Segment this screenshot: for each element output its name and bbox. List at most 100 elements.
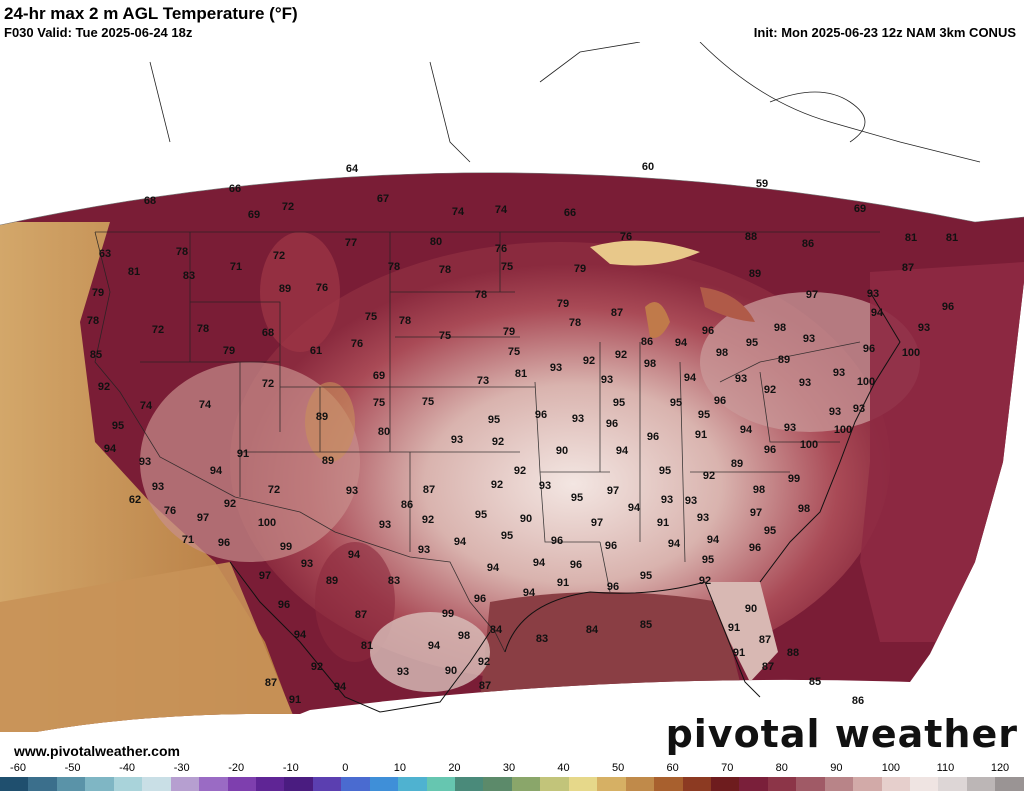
temperature-label: 93 xyxy=(829,406,841,418)
temperature-label: 93 xyxy=(550,362,562,374)
temperature-label: 95 xyxy=(613,397,625,409)
temperature-label: 86 xyxy=(802,238,814,250)
temperature-label: 93 xyxy=(784,422,796,434)
temperature-label: 88 xyxy=(745,231,757,243)
temperature-label: 92 xyxy=(478,656,490,668)
colorbar-swatch xyxy=(568,777,598,791)
temperature-label: 93 xyxy=(735,373,747,385)
colorbar-tick: 80 xyxy=(775,762,788,774)
temperature-label: 79 xyxy=(574,263,586,275)
temperature-label: 76 xyxy=(316,282,328,294)
temperature-label: 91 xyxy=(557,577,569,589)
colorbar-swatch xyxy=(654,777,683,791)
temperature-label: 72 xyxy=(268,484,280,496)
temperature-label: 96 xyxy=(714,395,726,407)
temperature-label: 75 xyxy=(373,397,385,409)
temperature-label: 83 xyxy=(183,270,195,282)
temperature-label: 72 xyxy=(152,324,164,336)
valid-time: F030 Valid: Tue 2025-06-24 18z xyxy=(4,25,193,40)
temperature-label: 71 xyxy=(182,534,194,546)
temperature-label: 68 xyxy=(144,195,156,207)
temperature-label: 79 xyxy=(92,287,104,299)
colorbar-swatch xyxy=(341,777,370,791)
temperature-label: 91 xyxy=(733,647,745,659)
temperature-label: 97 xyxy=(591,517,603,529)
temperature-label: 93 xyxy=(451,434,463,446)
temperature-label: 85 xyxy=(809,676,821,688)
temperature-label: 87 xyxy=(423,484,435,496)
colorbar-tick: -50 xyxy=(64,762,81,774)
temperature-labels: 64 60 66 67 59 68 72 74 74 66 69 69 77 80 76 88 86 81 81 63… xyxy=(87,161,958,707)
temperature-label: 78 xyxy=(399,315,411,327)
temperature-label: 80 xyxy=(378,426,390,438)
init-time: Init: Mon 2025-06-23 12z NAM 3km CONUS xyxy=(753,25,1016,40)
temperature-label: 96 xyxy=(647,431,659,443)
temperature-label: 95 xyxy=(702,554,714,566)
colorbar-tick: 100 xyxy=(881,762,901,774)
temperature-label: 92 xyxy=(422,514,434,526)
temperature-label: 91 xyxy=(657,517,669,529)
temperature-label: 90 xyxy=(445,665,457,677)
temperature-label: 94 xyxy=(871,307,884,319)
temperature-label: 96 xyxy=(278,599,290,611)
temperature-label: 92 xyxy=(492,436,504,448)
temperature-label: 78 xyxy=(176,246,188,258)
temperature-label: 92 xyxy=(491,479,503,491)
temperature-label: 76 xyxy=(620,231,632,243)
temperature-label: 98 xyxy=(716,347,728,359)
temperature-label: 76 xyxy=(351,338,363,350)
temperature-label: 64 xyxy=(346,163,359,175)
colorbar-swatch xyxy=(910,777,939,791)
temperature-label: 94 xyxy=(210,465,223,477)
temperature-label: 93 xyxy=(301,558,313,570)
temperature-label: 92 xyxy=(98,381,110,393)
temperature-label: 94 xyxy=(668,538,681,550)
temperature-label: 93 xyxy=(853,403,865,415)
colorbar-swatch xyxy=(966,777,996,791)
temperature-label: 100 xyxy=(834,424,852,436)
temperature-label: 95 xyxy=(488,414,500,426)
temperature-label: 90 xyxy=(556,445,568,457)
temperature-label: 74 xyxy=(495,204,508,216)
temperature-label: 81 xyxy=(515,368,527,380)
temperature-label: 93 xyxy=(152,481,164,493)
temperature-label: 97 xyxy=(607,485,619,497)
colorbar-tick: -40 xyxy=(119,762,136,774)
temperature-label: 97 xyxy=(259,570,271,582)
site-url[interactable]: www.pivotalweather.com xyxy=(14,743,180,759)
colorbar-tick: 50 xyxy=(611,762,625,774)
temperature-label: 95 xyxy=(670,397,682,409)
temperature-label: 94 xyxy=(675,337,688,349)
colorbar-swatch xyxy=(284,777,313,791)
temperature-label: 97 xyxy=(197,512,209,524)
temperature-label: 72 xyxy=(262,378,274,390)
temperature-label: 93 xyxy=(139,456,151,468)
temperature-label: 86 xyxy=(641,336,653,348)
temperature-label: 98 xyxy=(753,484,765,496)
temperature-label: 93 xyxy=(379,519,391,531)
temperature-label: 94 xyxy=(334,681,347,693)
colorbar-tick: -60 xyxy=(10,762,26,774)
temperature-label: 62 xyxy=(129,494,141,506)
colorbar-swatch xyxy=(0,777,29,791)
temperature-label: 96 xyxy=(607,581,619,593)
temperature-label: 93 xyxy=(601,374,613,386)
colorbar xyxy=(0,777,1024,791)
temperature-label: 93 xyxy=(539,480,551,492)
temperature-label: 94 xyxy=(104,443,117,455)
temperature-label: 78 xyxy=(569,317,581,329)
temperature-map[interactable]: 64 60 66 67 59 68 72 74 74 66 69 69 77 80 76 88 86 81 81 63… xyxy=(0,42,1024,762)
temperature-label: 66 xyxy=(229,183,241,195)
temperature-label: 93 xyxy=(867,288,879,300)
pivotal-weather-logo: pivotal weather xyxy=(665,712,1018,756)
temperature-label: 98 xyxy=(798,503,810,515)
temperature-label: 79 xyxy=(223,345,235,357)
temperature-label: 95 xyxy=(640,570,652,582)
colorbar-swatch xyxy=(28,777,57,791)
colorbar-tick: -30 xyxy=(173,762,190,774)
temperature-label: 87 xyxy=(902,262,914,274)
temperature-label: 92 xyxy=(764,384,776,396)
temperature-label: 75 xyxy=(501,261,513,273)
temperature-label: 94 xyxy=(628,502,641,514)
temperature-label: 92 xyxy=(311,661,323,673)
